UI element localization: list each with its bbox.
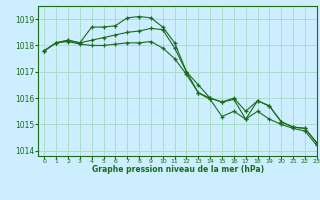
X-axis label: Graphe pression niveau de la mer (hPa): Graphe pression niveau de la mer (hPa): [92, 165, 264, 174]
